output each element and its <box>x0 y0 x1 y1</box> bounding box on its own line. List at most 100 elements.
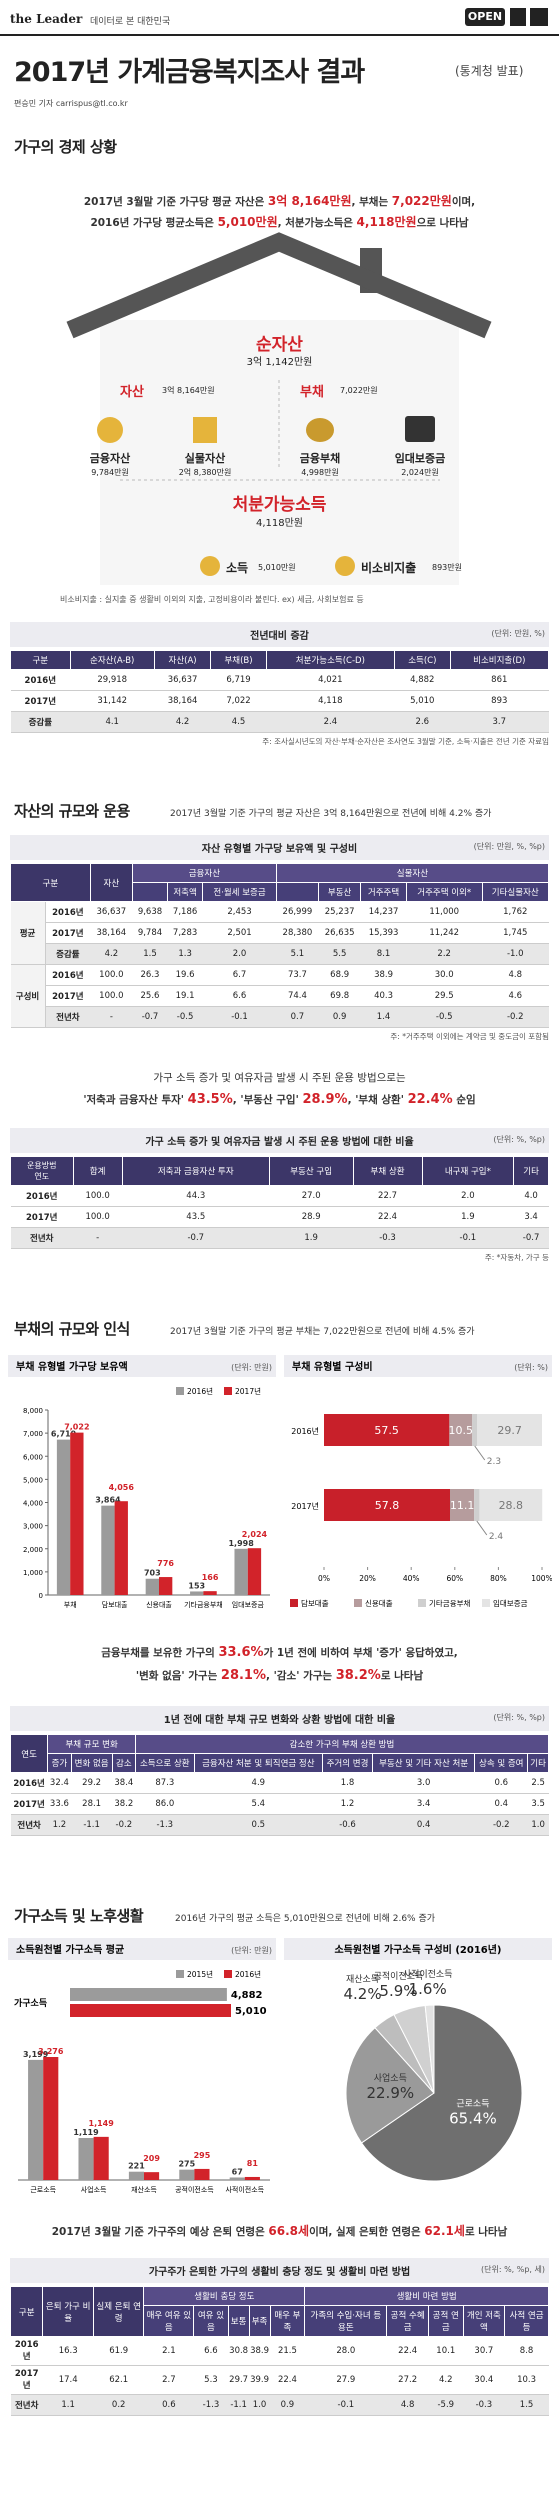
cell: 3.0 <box>372 1772 475 1794</box>
value-label: 275 <box>178 2160 195 2169</box>
column-group: 생활비 충당 정도 <box>143 2286 306 2306</box>
cell: 9,784 <box>132 922 168 944</box>
text-run: 이며, <box>451 196 476 208</box>
cell: 29,918 <box>70 669 155 691</box>
value-label: 221 <box>128 2162 145 2171</box>
table-row: 2016년 29,918 36,637 6,719 4,021 4,882 861 <box>10 669 549 691</box>
emphasis: 5,010만원 <box>217 215 278 229</box>
title: 2017년 가계금융복지조사 결과 <box>14 57 365 88</box>
text: '변화 없음' 가구는 28.1%, '감소' 가구는 38.2%로 나타남 <box>0 1668 559 1683</box>
value-label: 7,022 <box>64 1423 89 1432</box>
cell: -5.9 <box>428 2394 464 2416</box>
brand: the Leader <box>10 12 83 26</box>
y-tick-label: 6,000 <box>23 1453 43 1461</box>
column-header: 기타 <box>527 1753 549 1773</box>
section-lead: 2017년 3월말 기준 가구의 평균 부채는 7,022만원으로 전년에 비해… <box>170 1327 475 1337</box>
cell: 6.6 <box>193 2336 229 2366</box>
icon <box>193 417 217 443</box>
legend-label: 2016년 <box>187 1386 213 1396</box>
column-header: 사적 연금 등 <box>504 2305 549 2337</box>
text-run: 으로 나타남 <box>416 217 469 229</box>
cell: 19.1 <box>167 985 203 1007</box>
legend-swatch <box>290 1599 298 1607</box>
cell: 87.3 <box>135 1772 195 1794</box>
cell: -0.5 <box>167 1006 203 1028</box>
column-header: 금융자산 처분 및 퇴직연금 정산 <box>193 1753 324 1773</box>
column-header: 상속 및 증여 <box>474 1753 529 1773</box>
table-head: 구분 자산 금융자산 실물자산 저축액 전·월세 보증금 부동산 거주주택 거주주택 이외* 기타… <box>10 863 550 902</box>
cell: 4,021 <box>266 669 395 691</box>
assets-value: 3억 8,164만원 <box>162 386 215 395</box>
text-run: 2016년 가구당 평균소득은 <box>90 217 218 229</box>
cell: 36,637 <box>154 669 211 691</box>
cell: -0.1 <box>304 2394 387 2416</box>
cell: 11,242 <box>406 922 483 944</box>
x-tick-label: 40% <box>403 1574 420 1583</box>
bar <box>234 1548 248 1595</box>
value-label: 11.1 <box>450 1499 475 1512</box>
legend-label: 임대보증금 <box>493 1599 528 1608</box>
leader <box>474 1445 486 1461</box>
emphasis: 62.1세 <box>424 2224 465 2238</box>
header-row: 운용방법 연도 합계 저축과 금융자산 투자 부동산 구입 부채 상환 내구재 구입* 기타 <box>10 1156 549 1186</box>
value-label: 1,119 <box>73 2128 99 2137</box>
table-title: 가구주가 은퇴한 가구의 생활비 충당 정도 및 생활비 마련 방법 <box>148 2267 411 2278</box>
text-run: '저축과 금융자산 투자' <box>83 1094 188 1106</box>
slice-value: 4.2% <box>343 1985 381 2003</box>
cell: 38.9 <box>360 964 407 986</box>
pie-slice <box>360 2004 523 2182</box>
x-tick-label: 부채 <box>64 1600 77 1609</box>
cell: 27.0 <box>269 1185 353 1207</box>
x-tick-label: 60% <box>446 1574 463 1583</box>
row-label: 전년차 <box>10 2394 43 2416</box>
table-row: 2016년 100.0 44.3 27.0 22.7 2.0 4.0 <box>10 1185 549 1207</box>
cell: 32.4 <box>47 1772 72 1794</box>
column-header: 부채(B) <box>210 650 267 670</box>
cell: 43.5 <box>122 1206 270 1228</box>
item-label: 금융자산 <box>89 452 131 465</box>
row-label: 2016년 <box>10 2336 43 2366</box>
table-row: 2017년 17.4 62.1 2.7 5.3 29.7 39.9 22.4 27.9 27.2 4… <box>10 2365 549 2395</box>
column-header: 매우 부족 <box>269 2305 306 2337</box>
row-label: 증감률 <box>10 711 71 733</box>
chart-unit: (단위: %) <box>514 1362 548 1372</box>
cell: 22.4 <box>386 2336 429 2366</box>
item-label: 임대보증금 <box>394 452 446 465</box>
value-label: 67 <box>232 2167 243 2176</box>
icon <box>405 416 435 442</box>
x-tick-label: 100% <box>531 1574 552 1583</box>
bar <box>114 1501 128 1595</box>
x-tick-label: 80% <box>490 1574 507 1583</box>
value-label: 166 <box>202 1573 219 1582</box>
badge: OPEN <box>465 8 505 26</box>
value-label: 3,864 <box>95 1496 121 1505</box>
cell: 22.4 <box>270 2365 305 2395</box>
cell: 33.6 <box>47 1793 72 1815</box>
text-run: 가구 소득 증가 및 여유자금 발생 시 주된 운용 방법으로는 <box>153 1072 406 1084</box>
cell: 5.5 <box>318 943 361 965</box>
column-header: 저축액 <box>166 882 204 902</box>
cell: 1.8 <box>322 1772 373 1794</box>
table-head: 구분 은퇴 가구 비율 실제 은퇴 연령 생활비 충당 정도 생활비 마련 방법 매우 여… <box>9 2286 549 2337</box>
row-label: 2017년 <box>10 2365 43 2395</box>
table-title: 1년 전에 대한 부채 규모 변화와 상환 방법에 대한 비율 <box>163 1715 396 1726</box>
emphasis: 38.2% <box>335 1668 381 1683</box>
cell: 28.0 <box>304 2336 387 2366</box>
column-header: 구분 <box>9 2286 44 2337</box>
slice-name: 공적이전소득 <box>374 1970 424 1982</box>
y-tick-label: 3,000 <box>23 1523 43 1531</box>
table-head: 운용방법 연도 합계 저축과 금융자산 투자 부동산 구입 부채 상환 내구재 구입* 기타 <box>10 1156 549 1186</box>
column-header: 기타 <box>513 1156 549 1186</box>
y-tick-label: 2017년 <box>291 1501 319 1511</box>
cell: 38,164 <box>90 922 133 944</box>
cell: 4.2 <box>154 711 211 733</box>
cell: -1.3 <box>193 2394 229 2416</box>
text-run: 2017년 3월말 기준 가구당 평균 자산은 <box>83 196 268 208</box>
column-header: 부채 상환 <box>352 1156 423 1186</box>
table-note: 주: 조사실시년도의 자산·부채·순자산은 조사연도 3월말 기준, 소득·지출… <box>262 737 549 746</box>
note: 비소비지출 : 실지출 중 생활비 이외의 지출, 고정비용이라 불린다. ex… <box>60 595 364 604</box>
table-note: 주: *자동차, 가구 등 <box>484 1253 549 1262</box>
row-label: 2017년 <box>45 922 91 944</box>
table-header: 자산 유형별 가구당 보유액 및 구성비 (단위: 만원, %, %p) <box>10 835 549 860</box>
item-value: 2억 8,380만원 <box>178 468 232 477</box>
